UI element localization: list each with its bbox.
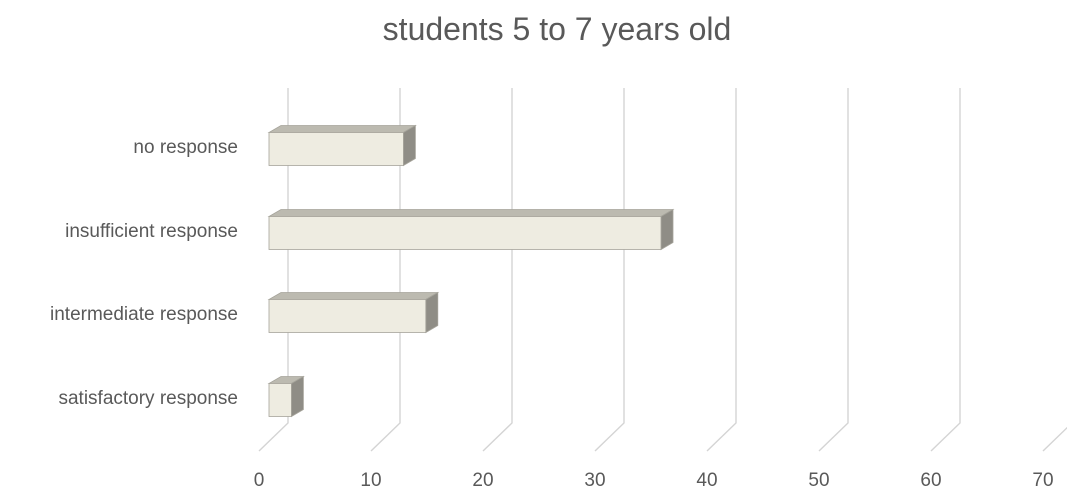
bars — [267, 124, 675, 418]
bar — [267, 291, 440, 334]
gridline — [706, 88, 737, 452]
x-tick-label: 40 — [696, 470, 717, 490]
gridline — [818, 88, 849, 452]
gridlines — [258, 88, 1067, 452]
category-label: satisfactory response — [58, 388, 238, 409]
gridline — [482, 88, 513, 452]
gridline — [594, 88, 625, 452]
bar-front-face — [268, 383, 292, 417]
bar-front-face — [268, 216, 662, 250]
x-tick-label: 60 — [920, 470, 941, 490]
bar-side-face — [291, 375, 304, 418]
bar-top-face — [267, 292, 440, 300]
bar-front-face — [268, 132, 404, 166]
x-tick-label: 50 — [808, 470, 829, 490]
x-tick-label: 70 — [1032, 470, 1053, 490]
bar — [267, 208, 675, 251]
bar-front-face — [268, 299, 427, 333]
gridline — [370, 88, 401, 452]
bar-top-face — [267, 209, 675, 217]
bar — [267, 375, 305, 418]
gridline — [258, 88, 289, 452]
bar-top-face — [267, 125, 417, 133]
bar-side-face — [660, 208, 674, 251]
x-tick-label: 20 — [472, 470, 493, 490]
bar — [267, 124, 417, 167]
category-labels: no response insufficient response intermed… — [50, 137, 238, 409]
category-label: intermediate response — [50, 304, 238, 325]
category-label: insufficient response — [65, 221, 238, 242]
bar-side-face — [425, 291, 439, 334]
category-label: no response — [133, 137, 238, 158]
chart-title: students 5 to 7 years old — [383, 11, 732, 47]
gridline — [1042, 426, 1067, 452]
x-tick-label: 30 — [584, 470, 605, 490]
x-axis-tick-labels: 0 10 20 30 40 50 60 70 — [254, 470, 1054, 490]
x-tick-label: 10 — [360, 470, 381, 490]
x-tick-label: 0 — [254, 470, 265, 490]
bar-side-face — [403, 124, 416, 167]
gridline — [930, 88, 961, 452]
